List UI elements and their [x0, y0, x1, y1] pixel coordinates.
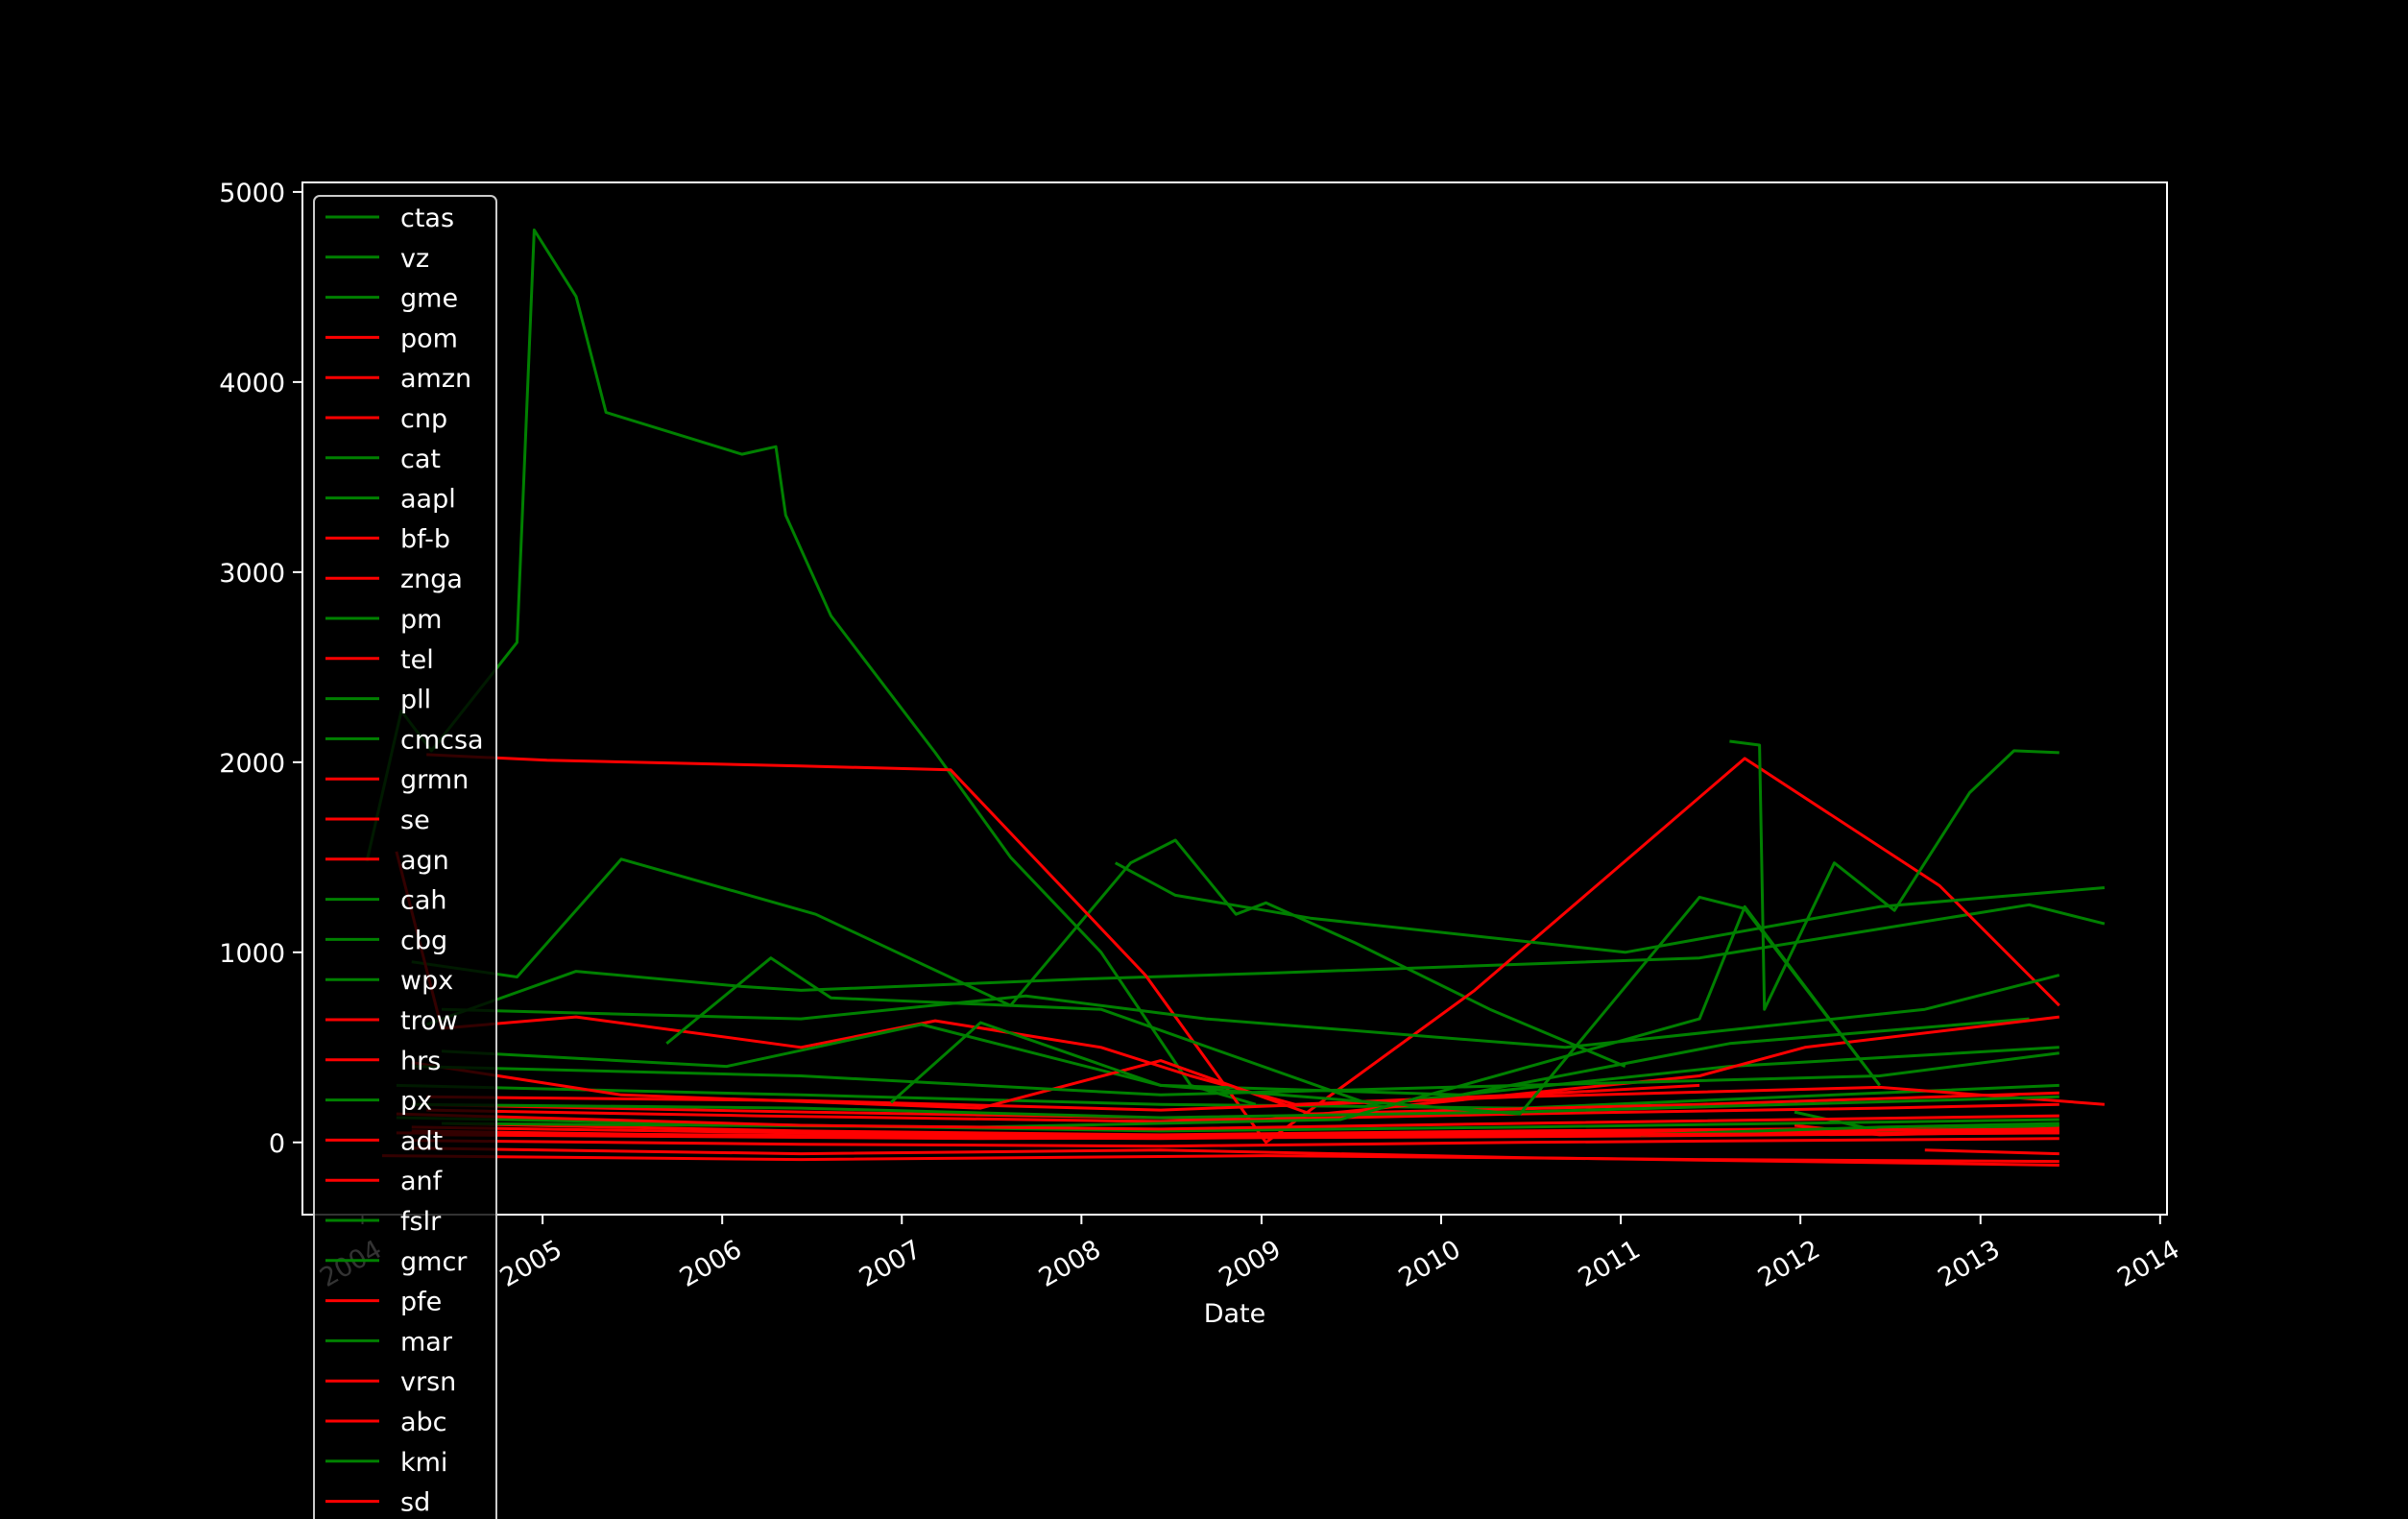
series-line-gme	[425, 903, 2106, 1026]
series-line-amzn	[426, 753, 2060, 1145]
y-tick-label-1000: 1000	[219, 939, 285, 969]
legend-label-tel: tel	[400, 645, 434, 675]
series-line-kmi	[1640, 1121, 2059, 1137]
legend-label-znga: znga	[400, 565, 463, 594]
legend-label-cnp: cnp	[400, 404, 447, 434]
legend-label-gme: gme	[400, 284, 458, 314]
legend-box	[313, 195, 497, 1519]
series-line-sd	[411, 1129, 2059, 1141]
legend-label-grmn: grmn	[400, 765, 469, 795]
y-tick-label-4000: 4000	[219, 369, 285, 398]
legend-label-trow: trow	[400, 1006, 458, 1036]
legend-label-vrsn: vrsn	[400, 1367, 456, 1397]
series-lines	[365, 229, 2106, 1167]
y-tick-label-0: 0	[269, 1129, 285, 1159]
series-line-aapl	[1729, 739, 2059, 1011]
x-axis-label: Date	[1204, 1299, 1266, 1329]
y-tick-label-2000: 2000	[219, 749, 285, 779]
legend-label-px: px	[400, 1087, 432, 1117]
series-line-cmcsa	[396, 1083, 2059, 1110]
legend-label-pfe: pfe	[400, 1288, 442, 1317]
legend-label-adt: adt	[400, 1126, 443, 1156]
y-tick-label-3000: 3000	[219, 559, 285, 589]
y-axis: 0 1000 2000 3000 4000 5000	[219, 179, 302, 1159]
legend-label-cah: cah	[400, 886, 447, 916]
series-line-cah	[441, 974, 2060, 1049]
series-line-anf	[411, 1146, 2059, 1167]
legend-label-sd: sd	[400, 1488, 430, 1518]
legend-label-pll: pll	[400, 686, 431, 715]
series-line-vrsn	[396, 1112, 2059, 1131]
series-line-bf-b	[426, 1102, 2059, 1123]
legend-label-fslr: fslr	[400, 1207, 442, 1237]
legend-label-mar: mar	[400, 1327, 453, 1357]
legend-label-cat: cat	[400, 445, 441, 474]
plot-frame	[301, 181, 2168, 1216]
legend-label-aapl: aapl	[400, 485, 456, 515]
legend-label-pm: pm	[400, 605, 442, 635]
series-line-grmn	[411, 1059, 2059, 1116]
legend-label-agn: agn	[400, 846, 449, 876]
series-line-mar	[411, 1095, 2059, 1120]
legend-label-anf: anf	[400, 1167, 444, 1196]
series-line-pm	[1114, 861, 2106, 954]
legend-label-abc: abc	[400, 1408, 447, 1437]
series-line-cnp	[381, 1154, 2059, 1164]
legend: ctas vz gme pom amzn cnp cat aapl bf-b znga pm tel p…	[313, 195, 497, 1519]
legend-label-cmcsa: cmcsa	[400, 725, 484, 755]
legend-label-bf-b: bf-b	[400, 524, 450, 554]
legend-label-hrs: hrs	[400, 1047, 441, 1076]
series-line-trow	[426, 1085, 2106, 1112]
series-line-pfe	[411, 1137, 2059, 1148]
legend-label-amzn: amzn	[400, 364, 471, 394]
legend-label-ctas: ctas	[400, 204, 454, 233]
legend-label-vz: vz	[400, 244, 429, 274]
y-tick-label-5000: 5000	[219, 179, 285, 208]
series-line-adt	[1924, 1148, 2059, 1156]
legend-label-cbg: cbg	[400, 926, 447, 955]
series-line-vz	[411, 838, 1626, 1068]
legend-label-se: se	[400, 806, 430, 835]
legend-label-gmcr: gmcr	[400, 1247, 468, 1277]
series-line-px	[411, 1051, 2059, 1097]
legend-label-pom: pom	[400, 324, 458, 353]
legend-label-wpx: wpx	[400, 966, 453, 996]
legend-label-kmi: kmi	[400, 1448, 447, 1478]
